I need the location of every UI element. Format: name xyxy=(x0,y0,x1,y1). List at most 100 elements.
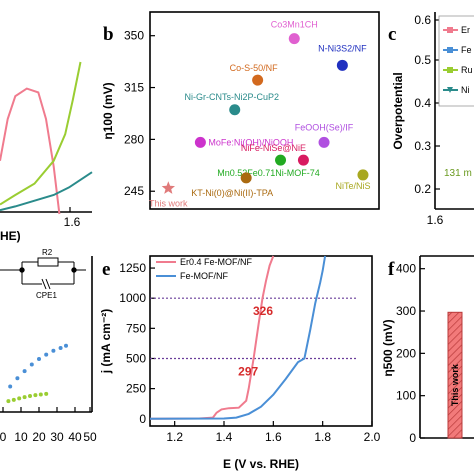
panel-e-letter: e xyxy=(102,259,110,280)
panel-d: 0 10 20 30 40 50 R2 CPE1 xyxy=(0,248,97,444)
panel-b-point-label: Ni-Gr-CNTs-Ni2P-CuP2 xyxy=(184,92,279,102)
panel-b-y-tick-label: 280 xyxy=(124,132,144,146)
panel-e-annotation: 297 xyxy=(238,364,258,378)
panel-f-y-tick-label: 0 xyxy=(409,431,416,445)
panel-d-data-point xyxy=(64,343,68,348)
panel-f-y-tick-label: 200 xyxy=(396,346,416,360)
panel-f-y-tick-label: 400 xyxy=(396,262,416,276)
panel-d-x-tick-label: 40 xyxy=(68,430,82,444)
panel-d-data-point xyxy=(11,397,16,402)
panel-d-data-point xyxy=(51,348,56,353)
panel-c-legend-marker xyxy=(447,67,453,73)
panel-a-series-line xyxy=(0,61,82,206)
panel-d-data-point xyxy=(37,357,41,361)
panel-c-y-tick-label: 0.4 xyxy=(414,96,431,110)
panel-a-series-line xyxy=(0,87,61,215)
panel-b-y-tick-label: 350 xyxy=(124,29,144,43)
panel-d-x-tick-label: 0 xyxy=(0,430,7,444)
panel-b-data-point xyxy=(229,104,241,116)
panel-b-data-point xyxy=(297,154,309,166)
panel-a-tick-label: 1.6 xyxy=(64,215,81,229)
panel-e-y-label: j (mA cm⁻²) xyxy=(99,309,113,375)
panel-a: 1.6 HE) xyxy=(0,61,93,243)
panel-e-x-tick-label: 1.8 xyxy=(314,430,331,444)
panel-d-x-tick-label: 20 xyxy=(32,430,46,444)
panel-b-point-label: KT-Ni(0)@Ni(II)-TPA xyxy=(191,188,273,198)
panel-d-data-point xyxy=(8,384,13,389)
panel-f-bar-this-work xyxy=(447,311,463,439)
panel-e-y-tick-label: 1250 xyxy=(119,261,146,275)
panel-d-data-point xyxy=(58,346,63,350)
panel-b-point-label: This work xyxy=(149,198,188,208)
panel-d-data-point xyxy=(33,393,38,398)
panel-b-data-point xyxy=(240,172,252,184)
panel-c-legend-label: Ni xyxy=(461,85,470,95)
panel-f-y-label: η500 (mV) xyxy=(381,319,395,376)
panel-c-legend-marker xyxy=(447,87,453,93)
panel-e-y-tick-label: 0 xyxy=(139,412,146,426)
panel-b-data-point xyxy=(357,169,369,181)
panel-c-y-tick-label: 0.3 xyxy=(414,139,431,153)
panel-d-data-point xyxy=(6,399,11,404)
panel-b-point-label: MoFe:Ni(OH)/NiOOH xyxy=(208,137,293,147)
panel-d-data-point xyxy=(44,352,49,357)
panel-d-data-point xyxy=(38,392,43,397)
panel-d-data-point xyxy=(28,394,32,399)
panel-e-x-tick-label: 1.2 xyxy=(166,430,183,444)
this-work-star xyxy=(161,181,175,194)
panel-e-series-line xyxy=(149,255,327,420)
panel-c: c Overpotential 0.2 0.3 0.4 0.5 0.6 1.6 131 … xyxy=(388,12,474,227)
panel-e-y-tick-label: 1000 xyxy=(119,291,146,305)
panel-b-point-label: FeOOH(Se)/IF xyxy=(295,122,354,132)
panel-d-data-point xyxy=(17,396,22,401)
panel-b-letter: b xyxy=(103,24,114,45)
panel-b-y-label: η100 (mV) xyxy=(101,82,115,139)
panel-b-point-label: NiTe/NiS xyxy=(335,181,370,191)
panel-b-point-label: Co-S-50/NF xyxy=(230,63,279,73)
panel-d-data-point xyxy=(44,391,49,396)
panel-c-legend: Er Fe Ru Ni xyxy=(438,15,474,107)
panel-c-y-tick-label: 0.5 xyxy=(414,53,431,67)
panel-c-letter: c xyxy=(388,24,396,45)
panel-e-y-tick-label: 500 xyxy=(126,351,146,365)
equivalent-circuit xyxy=(0,257,86,290)
panel-d-data-point xyxy=(29,362,34,367)
panel-c-legend-label: Fe xyxy=(461,45,472,55)
panel-d-x-tick-label: 10 xyxy=(14,430,28,444)
panel-c-y-label: Overpotential xyxy=(391,72,405,149)
panel-e-annotation: 326 xyxy=(253,304,273,318)
panel-b-point-label: NiFe-NiSe@NiE xyxy=(241,143,306,153)
panel-a-x-label-fragment: HE) xyxy=(0,229,21,243)
panel-f-letter: f xyxy=(388,259,395,280)
panel-b-data-point xyxy=(275,154,287,166)
panel-b-data-point xyxy=(252,74,264,86)
panel-d-data-point xyxy=(15,376,20,381)
panel-b-point-label: Mn0.52Fe0.71Ni-MOF-74 xyxy=(217,168,320,178)
panel-d-x-tick-label: 50 xyxy=(83,430,97,444)
legend-label-fe-mof: Fe-MOF/NF xyxy=(180,271,228,281)
panel-c-legend-label: Ru xyxy=(461,65,473,75)
panel-b-data-point xyxy=(318,136,330,148)
legend-label-er-fe-mof: Er0.4 Fe-MOF/NF xyxy=(180,257,253,267)
panel-e-y-tick-label: 750 xyxy=(126,321,146,335)
panel-f-y-tick-label: 100 xyxy=(396,389,416,403)
panel-b-data-point xyxy=(194,136,206,148)
circuit-label-cpe1: CPE1 xyxy=(36,291,57,300)
panel-c-y-tick-label: 0.6 xyxy=(414,13,431,27)
panel-c-legend-marker xyxy=(447,47,453,53)
panel-c-legend-marker xyxy=(447,27,453,33)
panel-b-y-tick-label: 245 xyxy=(124,184,144,198)
panel-d-data-point xyxy=(22,395,27,400)
panel-e-x-tick-label: 2.0 xyxy=(364,430,381,444)
panel-c-annotation: 131 m xyxy=(444,168,472,179)
panel-b-frame xyxy=(149,11,380,210)
panel-e-x-tick-label: 1.4 xyxy=(216,430,233,444)
panel-b-y-tick-label: 315 xyxy=(124,81,144,95)
panel-e-x-tick-label: 1.6 xyxy=(265,430,282,444)
circuit-label-r2: R2 xyxy=(42,248,53,257)
panel-b-data-point xyxy=(336,59,348,71)
panel-a-series-line xyxy=(0,171,93,212)
panel-f-y-tick-label: 300 xyxy=(396,304,416,318)
panel-d-x-tick-label: 30 xyxy=(50,430,64,444)
